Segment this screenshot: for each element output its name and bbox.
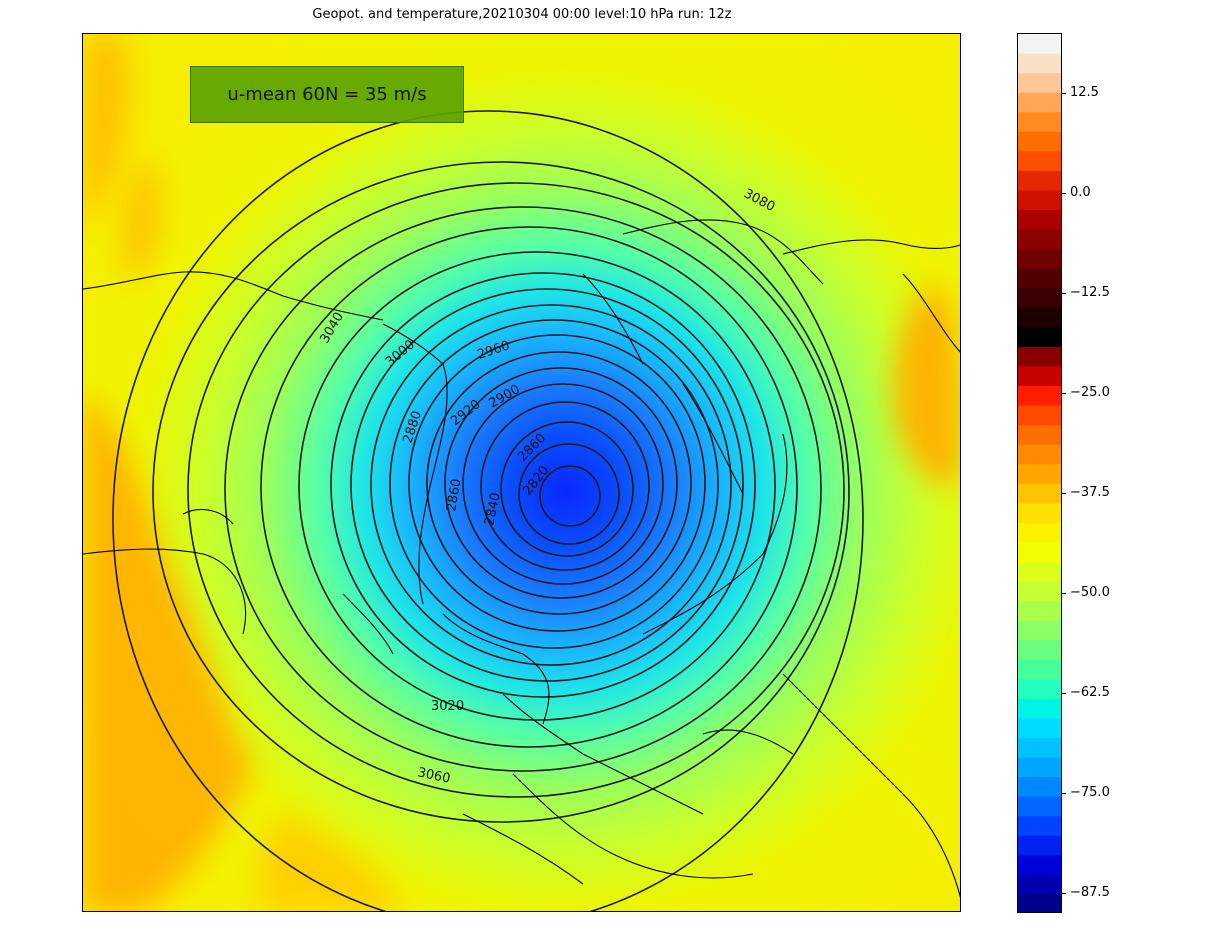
colorbar-band [1018, 444, 1061, 465]
colorbar-tick [1061, 693, 1066, 694]
warm-regions [83, 34, 960, 911]
colorbar-band [1018, 601, 1061, 622]
colorbar-band [1018, 894, 1061, 912]
colorbar-band [1018, 425, 1061, 446]
colorbar-band [1018, 249, 1061, 270]
colorbar-tick [1061, 393, 1066, 394]
colorbar-tick [1061, 493, 1066, 494]
colorbar-band [1018, 562, 1061, 583]
colorbar-band [1018, 640, 1061, 661]
colorbar-band [1018, 151, 1061, 172]
colorbar-band [1018, 131, 1061, 152]
colorbar-band [1018, 503, 1061, 524]
contour-label: 3020 [431, 699, 464, 714]
map-canvas: 3080 3060 3020 3000 3040 2960 2920 2900 … [83, 34, 960, 911]
contour-label: 2860 [444, 477, 465, 512]
colorbar-band [1018, 738, 1061, 759]
colorbar-band [1018, 53, 1061, 74]
colorbar-band [1018, 835, 1061, 856]
temperature-colorbar [1017, 33, 1062, 913]
contour-label: 3060 [416, 765, 451, 787]
colorbar-band [1018, 542, 1061, 563]
colorbar-band [1018, 346, 1061, 368]
colorbar-band [1018, 698, 1061, 720]
colorbar-tick-label: −62.5 [1070, 685, 1110, 700]
colorbar-tick-label: 12.5 [1070, 85, 1099, 100]
colorbar-band [1018, 327, 1061, 348]
colorbar-band [1018, 288, 1061, 309]
colorbar-band [1018, 229, 1061, 250]
colorbar-tick [1061, 193, 1066, 194]
colorbar-band [1018, 816, 1061, 837]
colorbar-band [1018, 386, 1061, 407]
colorbar-band [1018, 268, 1061, 289]
colorbar-band [1018, 796, 1061, 817]
colorbar-band [1018, 620, 1061, 641]
colorbar-band [1018, 757, 1061, 778]
colorbar-band [1018, 405, 1061, 426]
colorbar-tick [1061, 93, 1066, 94]
colorbar-tick [1061, 293, 1066, 294]
colorbar-tick-label: −25.0 [1070, 385, 1110, 400]
colorbar-tick-label: −75.0 [1070, 785, 1110, 800]
polar-stereographic-map: 3080 3060 3020 3000 3040 2960 2920 2900 … [82, 33, 961, 912]
colorbar-band [1018, 483, 1061, 504]
colorbar-band [1018, 718, 1061, 739]
colorbar-band [1018, 522, 1061, 544]
colorbar-band [1018, 464, 1061, 485]
colorbar-tick [1061, 893, 1066, 894]
colorbar-band [1018, 210, 1061, 231]
colorbar-band [1018, 190, 1061, 211]
colorbar-band [1018, 581, 1061, 602]
coastlines [83, 219, 960, 899]
colorbar-band [1018, 170, 1061, 192]
colorbar-tick-label: −12.5 [1070, 285, 1110, 300]
colorbar-band [1018, 777, 1061, 798]
colorbar-tick-label: 0.0 [1070, 185, 1091, 200]
colorbar-tick-label: −87.5 [1070, 885, 1110, 900]
colorbar-band [1018, 307, 1061, 328]
u-mean-annotation: u-mean 60N = 35 m/s [190, 66, 464, 123]
colorbar-band [1018, 679, 1061, 700]
colorbar-band [1018, 73, 1061, 94]
colorbar-tick-label: −50.0 [1070, 585, 1110, 600]
geopotential-contours [112, 110, 864, 911]
colorbar-tick-label: −37.5 [1070, 485, 1110, 500]
figure-title: Geopot. and temperature,20210304 00:00 l… [312, 7, 732, 22]
colorbar-band [1018, 366, 1061, 387]
colorbar-band [1018, 112, 1061, 133]
colorbar-band [1018, 855, 1061, 876]
contour-label: 2840 [482, 491, 504, 526]
colorbar-band [1018, 92, 1061, 113]
colorbar-band [1018, 874, 1061, 896]
colorbar-band [1018, 659, 1061, 680]
colorbar-bands [1018, 34, 1061, 912]
colorbar-band [1018, 34, 1061, 55]
colorbar-tick [1061, 793, 1066, 794]
colorbar-tick [1061, 593, 1066, 594]
